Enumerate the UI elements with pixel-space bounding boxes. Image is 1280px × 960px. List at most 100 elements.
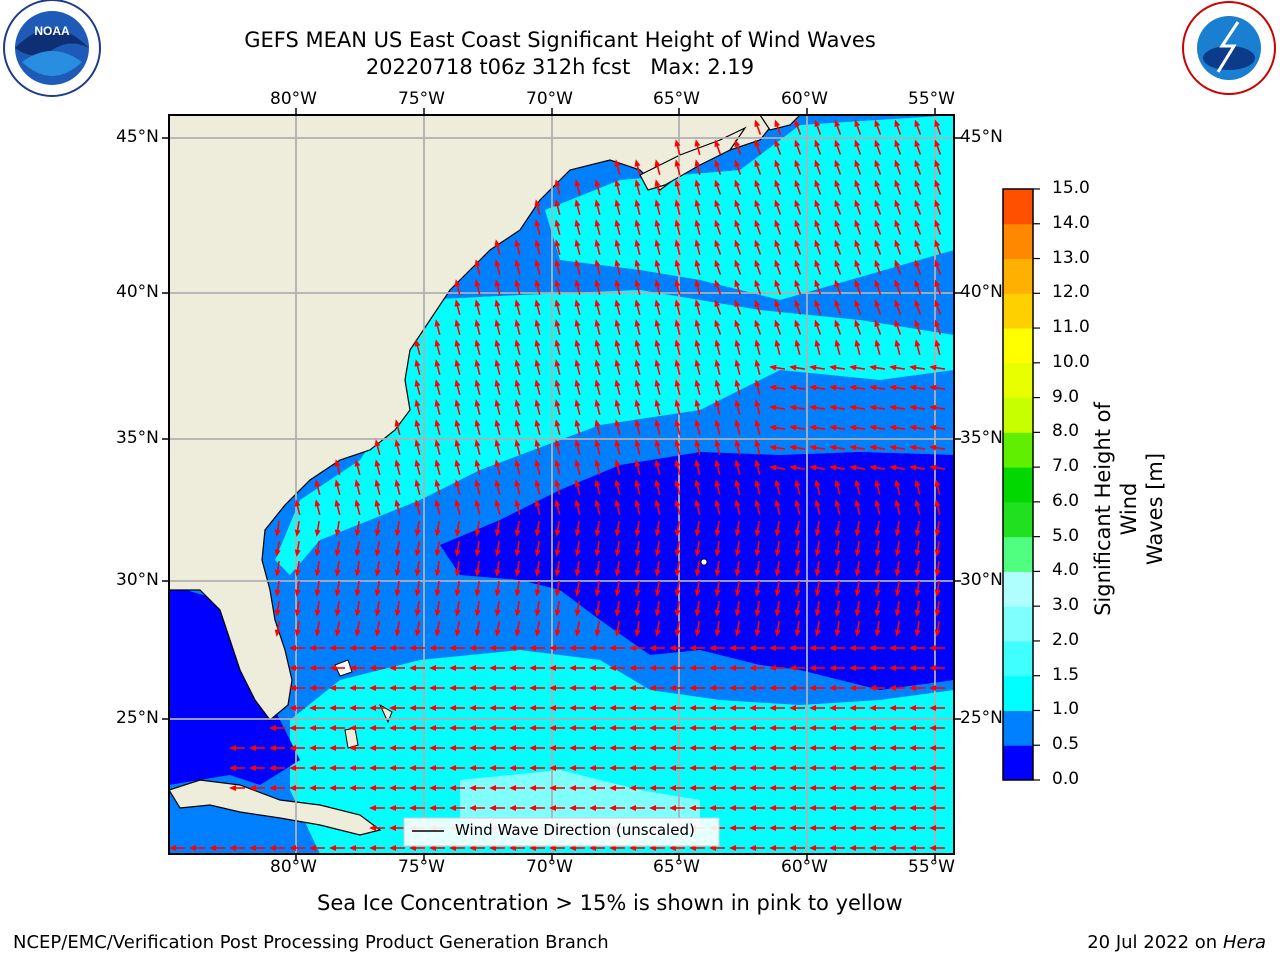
wave-arrow-head [834, 609, 841, 617]
wave-arrow-head [769, 404, 777, 411]
wave-arrow-head [754, 589, 761, 597]
wave-arrow-head [394, 459, 401, 467]
wave-arrow-head [934, 479, 941, 487]
colorbar-tick-label: 1.5 [1052, 664, 1080, 685]
wave-arrow-head [674, 179, 681, 187]
wave-arrow-head [934, 279, 941, 288]
wave-arrow-head [849, 765, 856, 771]
wave-arrow-head [274, 569, 281, 577]
wave-arrow-head [754, 419, 761, 427]
wave-zone-north [545, 115, 954, 300]
wave-arrow-head [474, 569, 481, 577]
wave-arrow-head [354, 609, 361, 617]
wave-arrow-head [889, 424, 897, 431]
colorbar-bin [1003, 710, 1033, 746]
wave-arrow-head [694, 459, 701, 467]
wave-arrow-head [414, 399, 421, 407]
wave-arrow-head [654, 359, 661, 367]
wave-arrow-head [634, 549, 641, 557]
wave-arrow-head [674, 479, 681, 487]
wave-arrow-head [894, 279, 901, 288]
wave-arrow-head [494, 569, 501, 577]
wave-arrow-head [574, 319, 581, 327]
wave-arrow-head [509, 705, 516, 711]
wave-arrow-head [229, 845, 236, 851]
wave-arrow-head [709, 705, 716, 711]
wave-arrow-head [934, 499, 941, 507]
wave-arrow-head [634, 629, 641, 637]
wave-arrow-head [634, 569, 641, 577]
wave-arrow-head [514, 319, 521, 327]
wave-arrow-head [834, 529, 841, 537]
wave-arrow-head [849, 845, 856, 851]
wave-arrow-head [789, 825, 796, 831]
wave-arrow-head [749, 685, 756, 691]
wave-arrow-head [734, 479, 741, 487]
wave-arrow-head [789, 464, 797, 471]
wave-arrow-head [809, 785, 816, 791]
wave-arrow-head [694, 499, 701, 507]
wave-arrow-head [569, 665, 576, 671]
wave-arrow-head [609, 725, 616, 731]
wave-arrow-head [754, 529, 761, 537]
wave-arrow-head [754, 279, 761, 288]
wave-arrow-head [894, 139, 901, 148]
wave-arrow-head [654, 459, 661, 467]
wave-arrow-head [574, 379, 581, 387]
wave-arrow-head [934, 119, 941, 128]
wave-arrow-head [849, 384, 857, 391]
wave-arrow-head [754, 179, 761, 188]
wave-arrow-head [474, 379, 481, 387]
wave-arrow-head [929, 645, 936, 651]
wave-arrow-head [454, 419, 461, 427]
wave-arrow-head [789, 404, 797, 411]
colorbar-bin [1003, 189, 1033, 225]
wave-arrow-head [794, 239, 801, 248]
wave-arrow-head [534, 319, 541, 327]
wave-arrow-head [914, 609, 921, 617]
wave-arrow-head [509, 785, 516, 791]
wave-arrow-head [829, 785, 836, 791]
wave-arrow-head [334, 569, 341, 577]
wave-arrow-head [894, 219, 901, 228]
wave-arrow-head [754, 359, 761, 367]
wave-arrow-head [554, 609, 561, 617]
wave-arrow-head [734, 159, 741, 168]
wave-arrow-head [454, 439, 461, 447]
wave-arrow-head [914, 299, 921, 308]
wave-arrow-head [574, 419, 581, 427]
wave-arrow-head [909, 725, 916, 731]
wave-arrow-head [934, 589, 941, 597]
wave-arrow-head [569, 725, 576, 731]
wave-arrow-head [769, 364, 777, 371]
wave-arrow-head [649, 785, 656, 791]
wave-arrow-head [929, 745, 936, 751]
wave-arrow-head [754, 439, 761, 447]
wave-arrow-head [734, 139, 741, 148]
wave-arrow-head [869, 645, 876, 651]
wave-arrow-head [614, 259, 621, 267]
wave-arrow-head [574, 499, 581, 507]
wave-arrow-head [494, 529, 501, 537]
wave-arrow-head [934, 259, 941, 268]
wave-arrow-head [874, 259, 881, 268]
wave-arrow-head [914, 199, 921, 208]
wave-arrow-head [494, 299, 501, 307]
wave-arrow-head [754, 139, 761, 148]
wave-arrow-head [674, 299, 681, 307]
wave-arrow-head [694, 219, 701, 227]
wave-arrow-head [769, 645, 776, 651]
colorbar-frame [1002, 188, 1034, 781]
wave-arrow-head [534, 529, 541, 537]
colorbar-tick-label: 0.5 [1052, 734, 1080, 755]
wave-arrow-head [914, 339, 921, 347]
colorbar-tick-label: 0.0 [1052, 769, 1080, 789]
wave-arrow-head [369, 685, 376, 691]
wave-arrow-head [914, 569, 921, 577]
wave-arrow-head [774, 219, 781, 228]
wave-arrow-head [494, 549, 501, 557]
wave-arrow-head [874, 139, 881, 148]
wave-arrow-head [294, 589, 301, 597]
wave-arrow-head [274, 629, 281, 637]
wave-arrow-head [914, 159, 921, 168]
